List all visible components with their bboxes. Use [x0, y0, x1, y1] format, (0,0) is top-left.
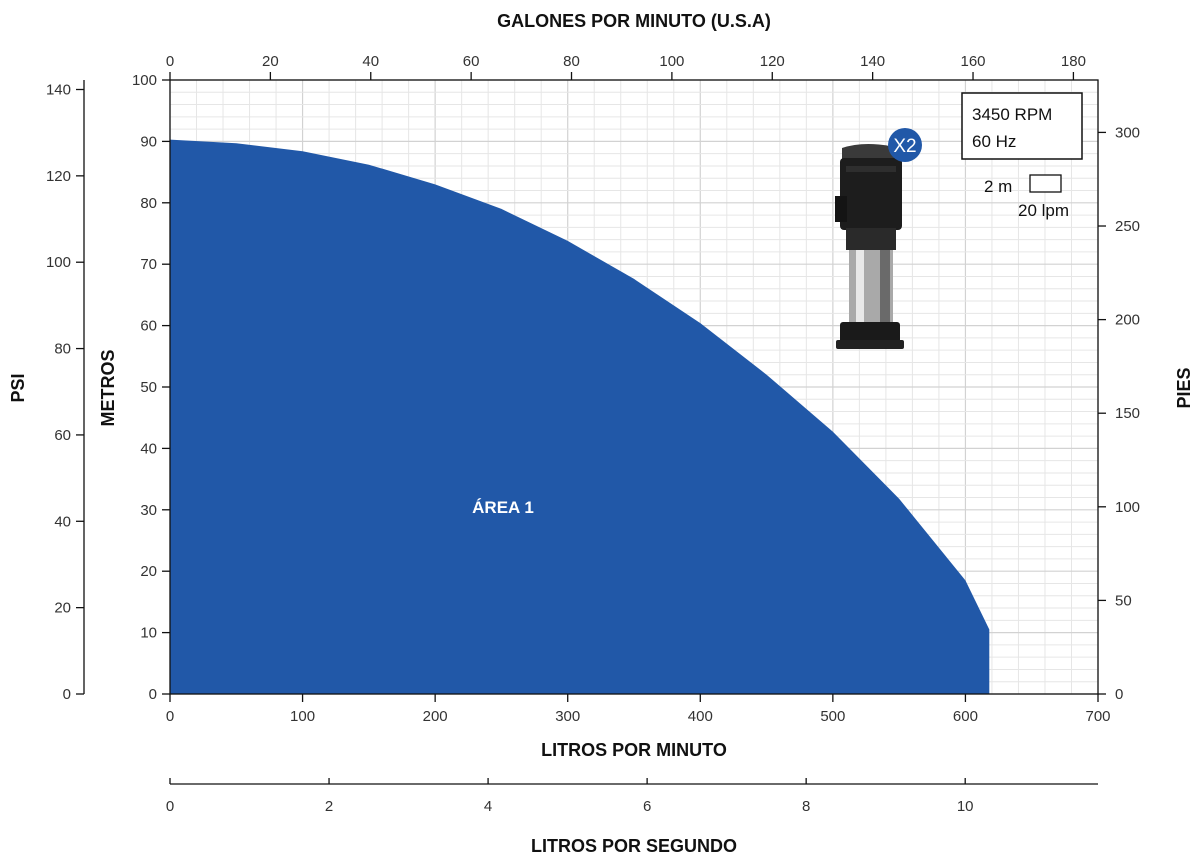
top-axis-title: GALONES POR MINUTO (U.S.A)	[497, 11, 771, 31]
meters-axis-tick-label: 100	[132, 72, 157, 89]
pump-coupling	[846, 228, 896, 250]
feet-axis-tick-label: 50	[1115, 592, 1132, 609]
top-axis-tick-label: 60	[463, 53, 480, 70]
pump-base-flange	[836, 340, 904, 349]
meters-axis-tick-label: 30	[140, 502, 157, 519]
psi-axis-tick-label: 140	[46, 81, 71, 98]
pump-motor-fins	[846, 166, 896, 172]
bottom-axis-tick-label: 700	[1085, 708, 1110, 725]
meters-axis-tick-label: 50	[140, 379, 157, 396]
legend-box	[961, 92, 1083, 160]
meters-axis-tick-label: 10	[140, 625, 157, 642]
bottom-axis-tick-label: 100	[290, 708, 315, 725]
psi-axis-tick-label: 20	[54, 600, 71, 617]
x2-badge: X2	[888, 128, 922, 162]
meters-axis-tick-label: 40	[140, 440, 157, 457]
feet-axis-tick-label: 200	[1115, 312, 1140, 329]
pump-stage-shadow	[880, 250, 890, 322]
lps-axis-tick-label: 6	[643, 798, 651, 815]
psi-axis-title: PSI	[8, 373, 28, 402]
scale-horizontal-label: 20 lpm	[1018, 201, 1069, 220]
bottom-axis-tick-label: 0	[166, 708, 174, 725]
pump-motor-cap	[842, 144, 899, 160]
feet-axis-tick-label: 150	[1115, 405, 1140, 422]
pump-motor	[840, 158, 902, 230]
feet-axis-tick-label: 0	[1115, 686, 1123, 703]
psi-axis-tick-label: 0	[63, 686, 71, 703]
meters-axis-tick-label: 70	[140, 256, 157, 273]
scale-vertical-label: 2 m	[984, 177, 1012, 196]
top-axis-tick-label: 20	[262, 53, 279, 70]
pump-stage-highlight	[856, 250, 864, 322]
legend-frequency: 60 Hz	[972, 132, 1016, 151]
legend-speed: 3450 RPM	[972, 105, 1052, 124]
bottom-axis-tick-label: 400	[688, 708, 713, 725]
x2-badge-label: X2	[893, 136, 916, 157]
top-axis-tick-label: 140	[860, 53, 885, 70]
bottom-axis-tick-label: 500	[820, 708, 845, 725]
meters-axis-tick-label: 80	[140, 195, 157, 212]
lps-axis-tick-label: 2	[325, 798, 333, 815]
lps-axis-tick-label: 0	[166, 798, 174, 815]
meters-axis-tick-label: 60	[140, 318, 157, 335]
top-axis-tick-label: 100	[659, 53, 684, 70]
top-axis-tick-label: 40	[362, 53, 379, 70]
feet-axis-tick-label: 250	[1115, 218, 1140, 235]
scale-cell	[1029, 174, 1062, 193]
meters-axis-tick-label: 0	[149, 686, 157, 703]
top-axis-tick-label: 120	[760, 53, 785, 70]
bottom-axis-tick-label: 600	[953, 708, 978, 725]
feet-axis-tick-label: 100	[1115, 499, 1140, 516]
feet-axis-tick-label: 300	[1115, 124, 1140, 141]
pump-image	[835, 144, 904, 349]
psi-axis-tick-label: 100	[46, 254, 71, 271]
lps-axis-tick-label: 8	[802, 798, 810, 815]
top-axis-tick-label: 160	[961, 53, 986, 70]
bottom-axis-tick-label: 200	[423, 708, 448, 725]
lps-axis-tick-label: 4	[484, 798, 492, 815]
x2-badge-circle	[888, 128, 922, 162]
psi-axis-tick-label: 60	[54, 427, 71, 444]
psi-axis-tick-label: 40	[54, 513, 71, 530]
lps-axis-tick-label: 10	[957, 798, 974, 815]
area-1-label: ÁREA 1	[472, 498, 534, 517]
psi-axis-tick-label: 80	[54, 341, 71, 358]
area-1-region	[170, 139, 990, 695]
psi-axis-tick-label: 120	[46, 168, 71, 185]
legend: 3450 RPM 60 Hz 2 m 20 lpm	[961, 92, 1083, 220]
meters-axis-tick-label: 90	[140, 133, 157, 150]
meters-axis-tick-label: 20	[140, 563, 157, 580]
pump-junction-box	[835, 196, 847, 222]
feet-axis-title: PIES	[1174, 367, 1194, 408]
bottom-axis-tick-label: 300	[555, 708, 580, 725]
bottom-axis-title: LITROS POR MINUTO	[541, 740, 727, 760]
top-axis-tick-label: 180	[1061, 53, 1086, 70]
top-axis-tick-label: 0	[166, 53, 174, 70]
lps-axis-title: LITROS POR SEGUNDO	[531, 836, 737, 856]
top-axis-tick-label: 80	[563, 53, 580, 70]
meters-axis-title: METROS	[98, 349, 118, 426]
